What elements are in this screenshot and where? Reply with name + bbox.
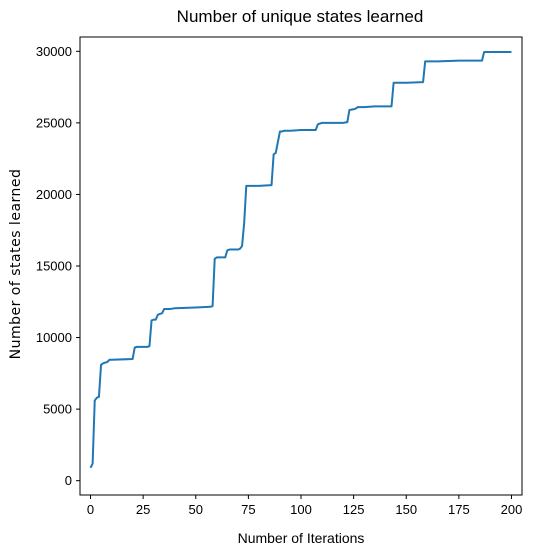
x-tick-label: 175: [448, 502, 470, 517]
y-tick-label: 20000: [36, 187, 72, 202]
x-tick-label: 50: [189, 502, 203, 517]
x-tick-label: 200: [501, 502, 523, 517]
x-tick-label: 125: [343, 502, 365, 517]
y-tick-label: 0: [65, 473, 72, 488]
x-tick-label: 25: [136, 502, 150, 517]
chart-title: Number of unique states learned: [177, 7, 424, 26]
x-tick-label: 150: [395, 502, 417, 517]
x-tick-label: 100: [290, 502, 312, 517]
y-tick-label: 10000: [36, 330, 72, 345]
y-tick-label: 5000: [43, 402, 72, 417]
y-axis-label: Number of states learned: [8, 169, 24, 360]
y-tick-label: 15000: [36, 259, 72, 274]
series-line: [89, 51, 512, 469]
y-tick-label: 30000: [36, 44, 72, 59]
plot-frame: [79, 36, 523, 496]
x-tick-label: 0: [87, 502, 94, 517]
x-axis-label: Number of Iterations: [238, 530, 365, 546]
x-tick-label: 75: [241, 502, 255, 517]
plot-area: 0 25 50 75 100 125 150 175 200 0 5000 10000 15000 20…: [36, 36, 523, 517]
x-axis: 0 25 50 75 100 125 150 175 200: [87, 495, 522, 517]
y-axis: 0 5000 10000 15000 20000 25000 30000: [36, 44, 80, 488]
y-tick-label: 25000: [36, 115, 72, 130]
